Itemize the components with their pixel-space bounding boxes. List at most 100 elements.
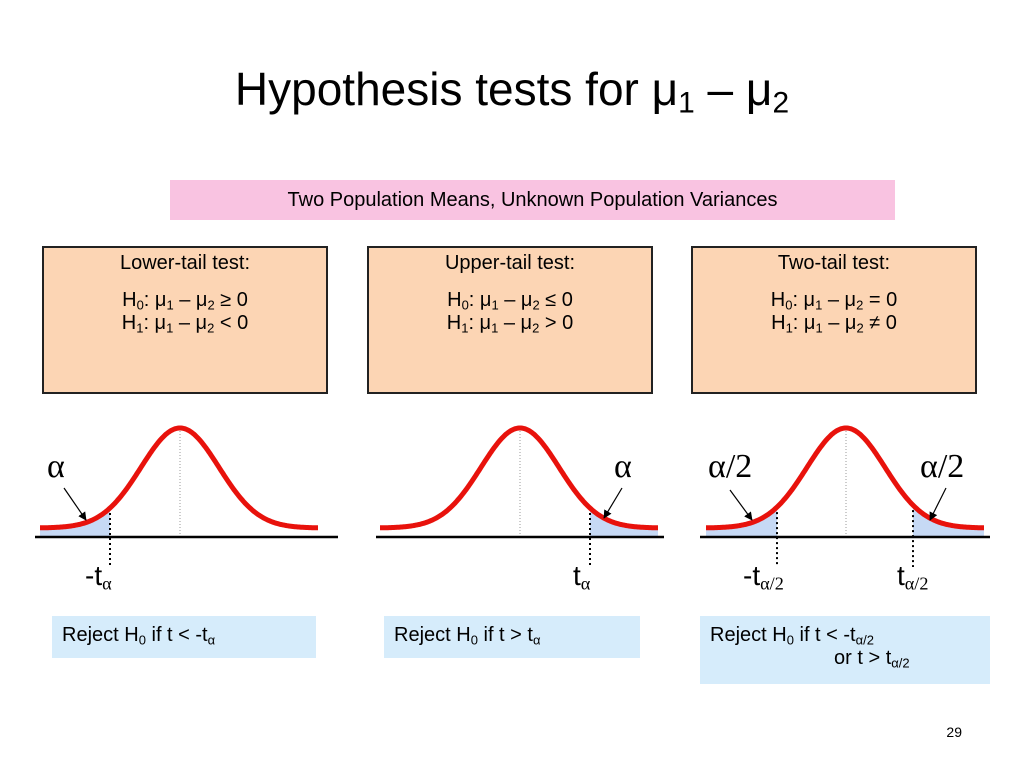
subscript: 2: [856, 320, 864, 336]
curve: [40, 425, 318, 531]
text: : μ: [468, 312, 492, 335]
text: t: [897, 560, 905, 591]
subscript: 1: [166, 320, 174, 336]
critical-label: -tα/2: [743, 560, 784, 595]
subscript: α/2: [891, 655, 910, 671]
text: -t: [743, 560, 761, 591]
text: H: [771, 312, 786, 335]
critical-label: tα: [573, 560, 590, 595]
text: α: [47, 448, 65, 485]
subscript: 2: [207, 297, 215, 313]
null-hypothesis: H0: μ1 – μ2 = 0: [693, 289, 975, 312]
subscript: 1: [491, 320, 499, 336]
alt-hypothesis: H1: μ1 – μ2 < 0: [44, 312, 326, 335]
text: Reject H: [710, 624, 787, 646]
subscript: α/2: [904, 573, 929, 594]
alt-hypothesis: H1: μ1 – μ2 ≠ 0: [693, 312, 975, 335]
arrow: [603, 487, 623, 519]
text: – μ: [822, 312, 857, 335]
text: H: [121, 312, 137, 335]
text: > 0: [539, 312, 574, 335]
rule-line: Reject H0 if t > tα: [394, 624, 630, 647]
subscript: 2: [207, 320, 215, 336]
subscript: 0: [138, 632, 146, 648]
arrow: [63, 487, 87, 521]
critical-label: -tα: [85, 560, 112, 595]
tail-area: [913, 505, 984, 537]
rejection-rule: Reject H0 if t < -tα: [52, 616, 316, 658]
rejection-rule: Reject H0 if t < -tα/2 or t > tα/2: [700, 616, 990, 684]
subscript: α: [532, 632, 541, 648]
rule-line: Reject H0 if t < -tα: [62, 624, 306, 647]
tail-area: [706, 507, 777, 537]
text: – μ: [694, 63, 773, 115]
test-heading: Lower-tail test:: [119, 252, 251, 274]
test-box: Two-tail test: H0: μ1 – μ2 = 0 H1: μ1 – μ2…: [691, 246, 977, 394]
text: H: [122, 289, 137, 311]
text: – μ: [498, 312, 533, 335]
test-heading: Two-tail test:: [777, 252, 891, 274]
text: H: [446, 312, 462, 335]
page-number: 29: [946, 724, 962, 740]
arrow: [929, 487, 947, 521]
alpha-label: α: [47, 448, 65, 486]
subscript: 2: [772, 86, 790, 120]
subscript: α/2: [760, 573, 784, 594]
null-hypothesis: H0: μ1 – μ2 ≤ 0: [369, 289, 651, 312]
text: α/2: [708, 448, 753, 485]
subscript: 0: [461, 297, 469, 313]
text: -t: [85, 560, 103, 591]
text: : μ: [143, 289, 167, 311]
text: H: [770, 289, 786, 311]
subscript: 2: [532, 320, 540, 336]
text: : μ: [468, 289, 492, 311]
null-hypothesis: H0: μ1 – μ2 ≥ 0: [44, 289, 326, 312]
subscript: 2: [532, 297, 540, 313]
test-heading: Upper-tail test:: [444, 252, 576, 274]
text: if t < -t: [793, 624, 856, 646]
rule-line: or t > tα/2: [710, 647, 980, 670]
subscript: 0: [136, 297, 144, 313]
subscript: 1: [461, 320, 469, 336]
curve: [380, 425, 658, 531]
text: ≠ 0: [863, 312, 897, 335]
slide-title: Hypothesis tests for μ1 – μ2: [0, 62, 1024, 120]
subscript: α: [580, 573, 591, 594]
subscript: 0: [785, 297, 793, 313]
text: – μ: [173, 289, 208, 311]
subscript: 1: [491, 297, 499, 313]
text: – μ: [173, 312, 208, 335]
subscript: α: [207, 632, 216, 648]
text: : μ: [143, 312, 167, 335]
subscript: 1: [785, 320, 793, 336]
alpha-label: α/2: [708, 448, 752, 486]
subscript: 0: [786, 632, 794, 648]
text: if t > t: [477, 624, 533, 646]
arrow: [729, 489, 753, 521]
tail-area: [590, 508, 658, 537]
alt-hypothesis: H1: μ1 – μ2 > 0: [369, 312, 651, 335]
subscript: 2: [856, 297, 864, 313]
text: : μ: [792, 289, 816, 311]
text: Hypothesis tests for μ: [234, 63, 679, 115]
text: α/2: [920, 448, 965, 485]
test-box: Upper-tail test: H0: μ1 – μ2 ≤ 0 H1: μ1 – …: [367, 246, 653, 394]
banner: Two Population Means, Unknown Population…: [170, 180, 895, 220]
subscript: 1: [678, 86, 695, 120]
subscript: α/2: [855, 632, 874, 648]
rule-line: Reject H0 if t < -tα/2: [710, 624, 980, 647]
text: H: [447, 289, 462, 311]
subscript: 1: [136, 320, 144, 336]
critical-label: tα/2: [897, 560, 928, 595]
text: α: [614, 448, 632, 485]
text: or t > t: [834, 647, 892, 670]
text: : μ: [792, 312, 816, 335]
subscript: 1: [815, 320, 823, 336]
text: = 0: [863, 289, 898, 311]
text: t: [573, 560, 581, 591]
rejection-rule: Reject H0 if t > tα: [384, 616, 640, 658]
curve: [706, 425, 984, 531]
subscript: 1: [166, 297, 174, 313]
text: – μ: [822, 289, 857, 311]
